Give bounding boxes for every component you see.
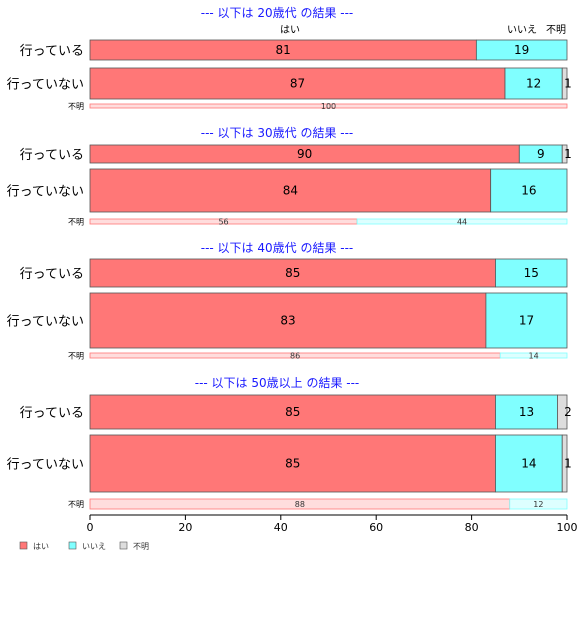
bar-row: 行っていない 85 14 1 [7, 434, 572, 493]
row-label: 行っている [20, 44, 84, 59]
x-tick-label: 100 [557, 521, 578, 534]
bar-segment-いいえ [499, 352, 568, 359]
row-label: 不明 [68, 102, 84, 111]
data-label: 2 [564, 405, 572, 419]
row-label: 行っていない [7, 458, 84, 473]
data-label: 16 [521, 184, 536, 198]
group-title: --- 以下は 30歳代 の結果 --- [201, 126, 354, 140]
data-label: 90 [297, 147, 312, 161]
bar-row: 不明 86 14 [68, 352, 568, 361]
data-label: 1 [564, 77, 572, 91]
bar-segment-いいえ [356, 218, 568, 225]
row-label: 不明 [68, 352, 84, 361]
data-label: 14 [521, 457, 536, 471]
group-1: --- 以下は 20歳代 の結果 --- 行っている 81 19 行っていない 87 12 1… [7, 6, 572, 111]
row-label: 行っている [20, 267, 84, 282]
row-label: 行っていない [7, 315, 84, 330]
group-4: --- 以下は 50歳以上 の結果 --- 行っている 85 13 2 行っていない 85 1… [7, 376, 572, 510]
row-label: 行っている [20, 406, 84, 421]
bar-segment-いいえ [475, 39, 568, 61]
group-3: --- 以下は 40歳代 の結果 --- 行っている 85 15 行っていない 83 17 不… [7, 241, 568, 361]
bar-row: 行っている 90 9 1 [20, 144, 572, 164]
data-label: 88 [295, 500, 305, 509]
bar-segment-はい [89, 67, 506, 100]
x-axis: 0 20 40 60 80 100 [87, 514, 578, 534]
bar-row: 不明 100 [68, 102, 568, 111]
bar-segment-はい [89, 258, 496, 288]
x-tick-label: 0 [87, 521, 94, 534]
group-title: --- 以下は 50歳以上 の結果 --- [195, 376, 360, 390]
data-label: 9 [537, 147, 545, 161]
bar-segment-不明 [561, 144, 568, 164]
data-label: 12 [526, 77, 541, 91]
bar-segment-はい [89, 292, 487, 349]
legend-swatch [19, 541, 28, 550]
data-label: 17 [519, 314, 534, 328]
bar-segment-いいえ [509, 498, 568, 510]
row-label: 行っていない [7, 185, 84, 200]
row-label: 行っている [20, 148, 84, 163]
bar-row: 行っている 81 19 [20, 39, 568, 61]
data-label: 1 [564, 147, 572, 161]
data-label: 1 [564, 457, 572, 471]
bar-segment-はい [89, 103, 568, 109]
data-label: 84 [283, 184, 298, 198]
bar-segment-不明 [561, 434, 568, 493]
data-label: 85 [285, 457, 300, 471]
data-label: 87 [290, 77, 305, 91]
legend-label: はい [33, 542, 49, 551]
x-tick-label: 20 [178, 521, 192, 534]
data-label: 14 [529, 352, 539, 361]
x-tick-label: 60 [369, 521, 383, 534]
bar-row: 行っている 85 15 [20, 258, 568, 288]
row-label: 行っていない [7, 78, 84, 93]
bar-segment-はい [89, 434, 496, 493]
category-header-1: いいえ [507, 24, 537, 36]
data-label: 85 [285, 405, 300, 419]
legend-label: いいえ [82, 542, 106, 551]
data-label: 81 [276, 43, 291, 57]
bar-segment-いいえ [485, 292, 568, 349]
legend: はい いいえ 不明 [19, 541, 149, 551]
bar-row: 行っていない 83 17 [7, 292, 568, 349]
legend-swatch [119, 541, 128, 550]
bar-segment-はい [89, 394, 496, 430]
x-tick-label: 40 [274, 521, 288, 534]
bar-row: 行っていない 84 16 [7, 168, 568, 213]
group-2: --- 以下は 30歳代 の結果 --- 行っている 90 9 1 行っていない 84 16 不… [7, 126, 572, 227]
data-label: 86 [290, 352, 300, 361]
x-tick-label: 80 [465, 521, 479, 534]
category-header-0: はい [280, 24, 300, 36]
bar-row: 行っていない 87 12 1 [7, 67, 572, 100]
data-label: 56 [218, 218, 228, 227]
bar-segment-はい [89, 168, 492, 213]
legend-label: 不明 [133, 542, 149, 551]
row-label: 不明 [68, 500, 84, 509]
data-label: 100 [321, 102, 336, 111]
row-label: 不明 [68, 218, 84, 227]
bar-segment-いいえ [495, 258, 568, 288]
bar-segment-いいえ [490, 168, 568, 213]
legend-swatch [68, 541, 77, 550]
bar-segment-いいえ [495, 394, 558, 430]
bar-row: 行っている 85 13 2 [20, 394, 572, 430]
group-title: --- 以下は 40歳代 の結果 --- [201, 241, 354, 255]
data-label: 44 [457, 218, 467, 227]
data-label: 12 [533, 500, 543, 509]
category-header-2: 不明 [546, 24, 566, 36]
bar-segment-いいえ [495, 434, 563, 493]
data-label: 15 [524, 266, 539, 280]
data-label: 13 [519, 405, 534, 419]
data-label: 19 [514, 43, 529, 57]
data-label: 85 [285, 266, 300, 280]
bar-segment-不明 [561, 67, 568, 100]
bar-row: 不明 56 44 [68, 218, 568, 227]
data-label: 83 [280, 314, 295, 328]
bar-row: 不明 88 12 [68, 498, 568, 510]
bar-segment-不明 [557, 394, 568, 430]
group-title: --- 以下は 20歳代 の結果 --- [201, 6, 354, 20]
